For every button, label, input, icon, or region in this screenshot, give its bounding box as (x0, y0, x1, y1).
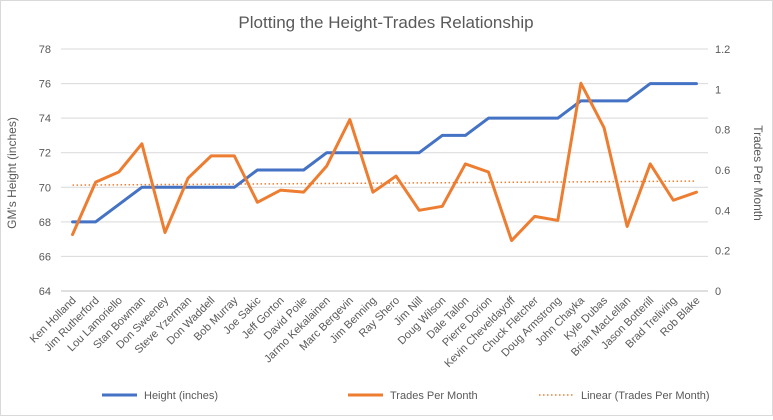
y-tick-label-left: 64 (39, 286, 51, 298)
y-tick-label-right: 0.8 (715, 125, 730, 137)
series-point (441, 134, 444, 137)
y-axis-left: 64 66 68 70 72 74 76 78 (39, 44, 51, 298)
series-point (279, 189, 282, 192)
y-tick-label-right: 1.2 (715, 44, 730, 56)
series-point (487, 171, 490, 174)
legend-label: Height (inches) (144, 390, 218, 402)
y-tick-label-right: 0.6 (715, 165, 730, 177)
series-point (256, 169, 259, 172)
y-tick-label-left: 70 (39, 182, 51, 194)
series-point (579, 99, 582, 102)
chart-title: Plotting the Height-Trades Relationship (238, 13, 533, 32)
series-point (510, 239, 513, 242)
series-point (395, 175, 398, 178)
series-point (603, 126, 606, 129)
series-point (117, 171, 120, 174)
series-point (71, 220, 74, 223)
y-axis-right: 0 0.2 0.4 0.6 0.8 1 1.2 (715, 44, 730, 298)
series-point (187, 186, 190, 189)
series-point (210, 186, 213, 189)
legend: Height (inches) Trades Per Month Linear (T… (102, 390, 710, 402)
series-point (371, 151, 374, 154)
height-series-line (71, 82, 698, 224)
legend-label: Linear (Trades Per Month) (581, 390, 710, 402)
series-point (279, 169, 282, 172)
series-point (649, 162, 652, 165)
y-tick-label-right: 0 (715, 286, 721, 298)
series-point (672, 82, 675, 85)
series-point (441, 205, 444, 208)
series-point (533, 117, 536, 120)
legend-label: Trades Per Month (390, 390, 478, 402)
series-point (233, 154, 236, 157)
series-point (210, 154, 213, 157)
series-point (695, 191, 698, 194)
series-point (140, 142, 143, 145)
series-point (302, 191, 305, 194)
series-point (348, 118, 351, 121)
series-point (140, 186, 143, 189)
series-point (395, 151, 398, 154)
y-axis-label-right: Trades Per Month (751, 125, 765, 221)
series-point (117, 203, 120, 206)
trades-series-line (71, 81, 698, 243)
series-point (348, 151, 351, 154)
series-point (418, 151, 421, 154)
series-point (695, 82, 698, 85)
y-tick-label-left: 72 (39, 148, 51, 160)
y-tick-label-left: 78 (39, 44, 51, 56)
series-point (556, 117, 559, 120)
series-point (94, 181, 97, 184)
series-point (464, 134, 467, 137)
series-point (187, 177, 190, 180)
y-axis-label-left: GM's Height (inches) (5, 117, 19, 229)
series-point (510, 117, 513, 120)
series-point (533, 215, 536, 218)
y-tick-label-left: 74 (39, 113, 51, 125)
gridlines (61, 48, 708, 292)
y-tick-label-right: 1 (715, 84, 721, 96)
series-point (325, 164, 328, 167)
y-tick-label-right: 0.4 (715, 205, 730, 217)
series-point (163, 186, 166, 189)
series-point (233, 186, 236, 189)
series-point (163, 231, 166, 234)
series-point (325, 151, 328, 154)
series-point (418, 209, 421, 212)
series-point (603, 99, 606, 102)
series-point (71, 233, 74, 236)
y-tick-label-right: 0.2 (715, 246, 730, 258)
series-point (94, 220, 97, 223)
y-tick-label-left: 68 (39, 217, 51, 229)
series-point (256, 201, 259, 204)
series-point (579, 82, 582, 85)
series-point (556, 219, 559, 222)
series-point (626, 99, 629, 102)
series-point (464, 162, 467, 165)
series-point (302, 169, 305, 172)
series-point (626, 225, 629, 228)
y-tick-label-left: 66 (39, 251, 51, 263)
series-point (487, 117, 490, 120)
series-point (649, 82, 652, 85)
plot-series (71, 81, 698, 243)
y-tick-label-left: 76 (39, 79, 51, 91)
series-point (371, 191, 374, 194)
series-point (672, 199, 675, 202)
